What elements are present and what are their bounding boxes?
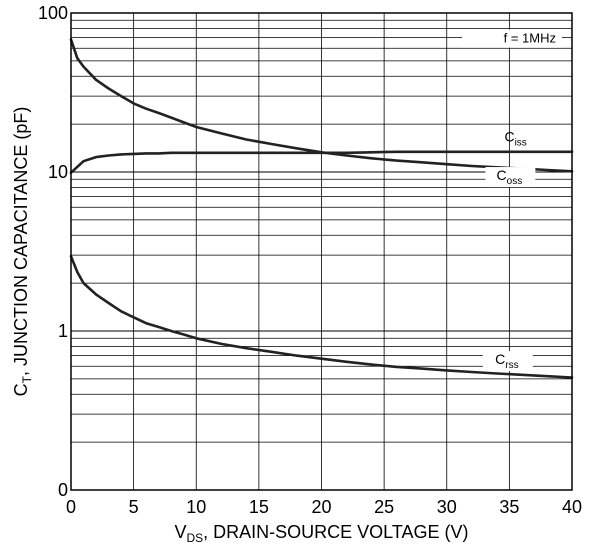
x-axis-label-main: V xyxy=(174,522,186,542)
y-tick-label: 100 xyxy=(38,3,68,23)
series-label-background xyxy=(482,351,533,372)
x-tick-label: 30 xyxy=(437,497,457,517)
tick-labels: 0 5 10 15 20 25 30 35 40 0 1 10 100 xyxy=(38,3,582,517)
x-tick-label: 40 xyxy=(562,497,582,517)
x-tick-label: 15 xyxy=(249,497,269,517)
y-tick-label: 10 xyxy=(48,162,68,182)
x-tick-label: 5 xyxy=(129,497,139,517)
annotation-background xyxy=(462,29,562,48)
x-tick-label: 35 xyxy=(499,497,519,517)
plot-frame xyxy=(70,12,573,491)
x-axis-label: VDS, DRAIN-SOURCE VOLTAGE (V) xyxy=(174,522,468,544)
x-tick-label: 0 xyxy=(66,497,76,517)
y-axis-label: CT, JUNCTION CAPACITANCE (pF) xyxy=(11,107,34,397)
frequency-annotation: f = 1MHz xyxy=(504,31,556,46)
y-tick-label: 0 xyxy=(58,480,68,500)
series-line-coss xyxy=(69,38,574,173)
y-tick-label: 1 xyxy=(58,321,68,341)
grid xyxy=(70,13,573,491)
series-line-crss xyxy=(69,255,574,379)
series-lines xyxy=(69,38,574,379)
annotation-group: f = 1MHz xyxy=(462,29,562,48)
series-label-ciss: Ciss xyxy=(504,128,526,148)
y-axis-label-rest: , JUNCTION CAPACITANCE (pF) xyxy=(11,107,31,376)
x-axis-label-sub: DS xyxy=(186,531,203,544)
series-label-coss: Coss xyxy=(497,167,523,187)
x-tick-label: 25 xyxy=(374,497,394,517)
y-axis-label-sub: T xyxy=(20,375,34,383)
y-axis-label-main: C xyxy=(11,383,31,396)
x-tick-label: 10 xyxy=(186,497,206,517)
series-label-crss: Crss xyxy=(495,351,518,371)
series-label-background xyxy=(485,167,536,188)
x-axis-label-rest: , DRAIN-SOURCE VOLTAGE (V) xyxy=(203,522,468,542)
x-tick-label: 20 xyxy=(311,497,331,517)
series-labels: Ciss Coss Crss xyxy=(482,128,536,372)
series-line-ciss xyxy=(69,150,574,174)
